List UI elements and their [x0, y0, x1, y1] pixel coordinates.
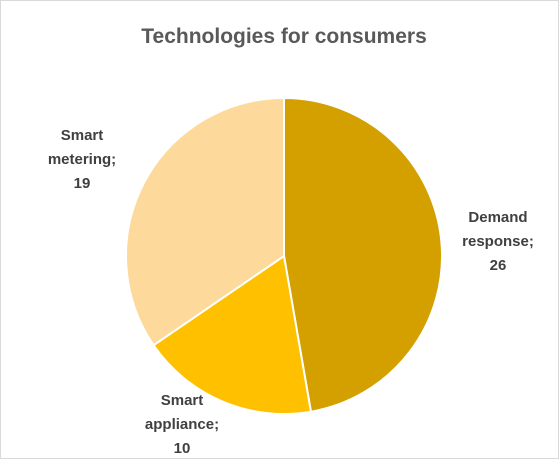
pie-slice-demand-response: [283, 96, 444, 413]
data-label-line: Smart: [161, 392, 204, 409]
data-label-line: appliance;: [145, 416, 219, 433]
chart-title: Technologies for consumers: [141, 25, 427, 48]
data-label-smart-metering: Smart metering; 19: [48, 127, 116, 192]
data-label-smart-appliance: Smart appliance; 10: [145, 392, 219, 457]
data-label-line: 19: [74, 175, 91, 192]
data-label-line: Demand: [468, 209, 527, 226]
data-label-demand-response: Demand response; 26: [462, 209, 534, 274]
data-labels: Demand response; 26 Smart appliance; 10 Smart m…: [48, 127, 534, 457]
data-label-line: 26: [490, 257, 507, 274]
data-label-line: response;: [462, 233, 534, 250]
pie-slice-smart-metering: [125, 96, 285, 347]
data-label-line: metering;: [48, 151, 116, 168]
pie-slices: [125, 96, 444, 415]
pie-slice-smart-appliance: [152, 254, 313, 415]
data-label-line: 10: [174, 440, 191, 457]
data-label-line: Smart: [61, 127, 104, 144]
